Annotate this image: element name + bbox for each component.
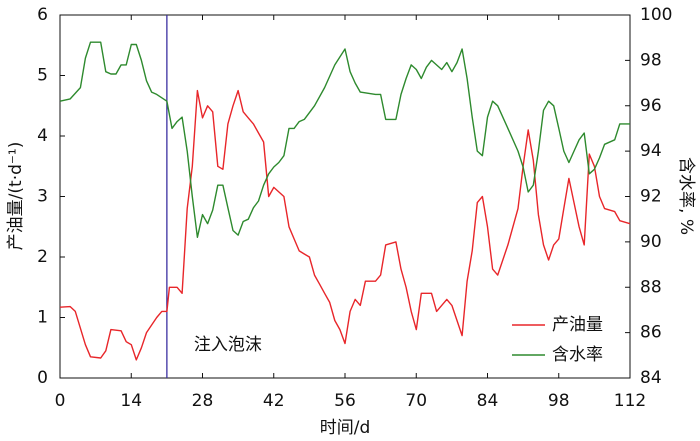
series-line xyxy=(59,41,630,238)
y-tick-label: 6 xyxy=(37,5,48,25)
x-tick-label: 98 xyxy=(548,391,570,411)
y-axis-label: 产油量/(t·d⁻¹) xyxy=(6,142,26,251)
y-tick-label: 4 xyxy=(37,126,48,146)
plot-frame xyxy=(59,14,631,379)
y2-tick-label: 96 xyxy=(640,96,662,116)
x-tick-label: 84 xyxy=(477,391,499,411)
y-tick-label: 3 xyxy=(37,187,48,207)
x-tick-label: 112 xyxy=(614,391,646,411)
legend-label: 含水率 xyxy=(552,345,603,365)
x-tick-label: 0 xyxy=(55,391,66,411)
legend-label: 产油量 xyxy=(552,315,603,335)
y2-tick-label: 84 xyxy=(640,368,662,388)
x-tick-label: 42 xyxy=(263,391,285,411)
y2-tick-label: 100 xyxy=(640,5,672,25)
x-tick-label: 14 xyxy=(120,391,142,411)
y-tick-label: 0 xyxy=(37,368,48,388)
y-tick-label: 2 xyxy=(37,247,48,267)
y2-tick-label: 86 xyxy=(640,323,662,343)
x-tick-label: 28 xyxy=(192,391,214,411)
x-tick-label: 70 xyxy=(405,391,427,411)
y2-tick-label: 88 xyxy=(640,277,662,297)
x-tick-label: 56 xyxy=(334,391,356,411)
x-axis-label: 时间/d xyxy=(320,418,371,438)
y-tick-label: 5 xyxy=(37,66,48,86)
y2-tick-label: 90 xyxy=(640,232,662,252)
series-line xyxy=(59,89,631,361)
y2-tick-label: 98 xyxy=(640,50,662,70)
y2-axis-label: 含水率, % xyxy=(676,157,696,235)
y2-tick-label: 92 xyxy=(640,187,662,207)
y-tick-label: 1 xyxy=(37,308,48,328)
annotation-text: 注入泡沫 xyxy=(194,335,262,355)
y2-tick-label: 94 xyxy=(640,141,662,161)
